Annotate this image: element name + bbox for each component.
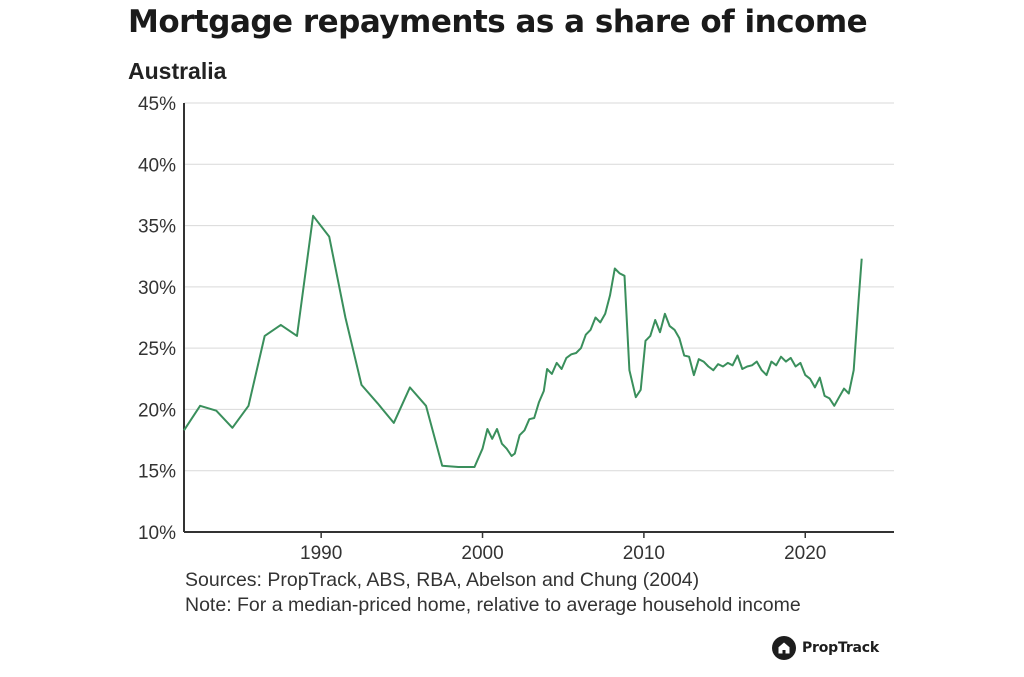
y-tick-label: 40%: [138, 155, 176, 176]
y-tick-label: 10%: [138, 523, 176, 544]
brand-name: PropTrack: [802, 640, 879, 656]
note-text: Note: For a median-priced home, relative…: [185, 594, 801, 616]
sources-text: Sources: PropTrack, ABS, RBA, Abelson an…: [185, 569, 700, 591]
x-axis-ticks: 1990 2000 2010 2020: [300, 532, 826, 564]
y-tick-label: 20%: [138, 400, 176, 421]
gridlines: [184, 102, 894, 472]
x-tick-label: 2010: [623, 543, 665, 564]
y-axis-ticks: 10% 15% 20% 25% 30% 35% 40% 45%: [138, 94, 176, 544]
y-tick-label: 35%: [138, 217, 176, 238]
y-tick-label: 25%: [138, 339, 176, 360]
series-line-0: [183, 214, 863, 468]
chart-subtitle: Australia: [128, 58, 227, 84]
x-tick-label: 2020: [784, 543, 826, 564]
y-tick-label: 30%: [138, 278, 176, 299]
brand-logo: PropTrack: [772, 636, 879, 660]
chart-title: Mortgage repayments as a share of income: [128, 4, 868, 40]
y-tick-label: 45%: [138, 94, 176, 115]
chart-footnotes: Sources: PropTrack, ABS, RBA, Abelson an…: [185, 568, 801, 618]
x-tick-label: 1990: [300, 543, 342, 564]
series-group: [183, 214, 863, 468]
y-tick-label: 15%: [138, 462, 176, 483]
house-icon: [772, 636, 796, 660]
x-tick-label: 2000: [461, 543, 503, 564]
